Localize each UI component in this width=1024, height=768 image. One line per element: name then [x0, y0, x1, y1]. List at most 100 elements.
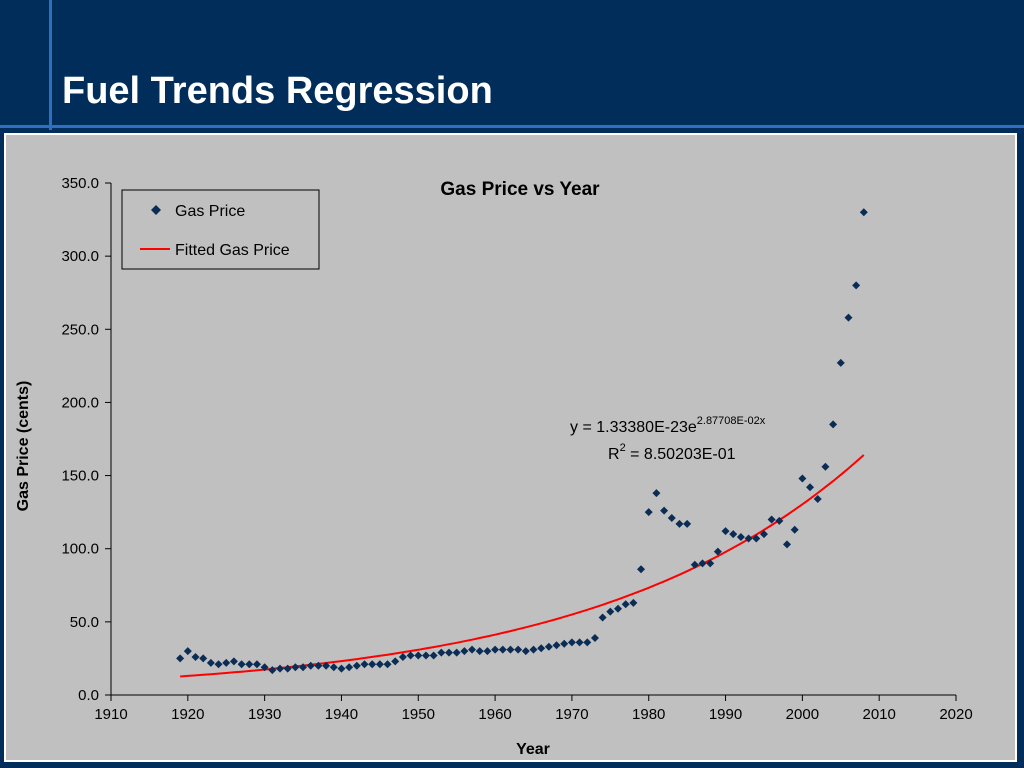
gas-price-point: [683, 519, 692, 528]
gas-price-point: [222, 658, 231, 667]
x-tick-label: 1970: [555, 706, 588, 723]
gas-price-point: [475, 647, 484, 656]
gas-price-point: [529, 645, 538, 654]
y-tick-label: 200.0: [61, 394, 99, 411]
axes: 1910 1920 1930 1940 1950 1960 1970 1980 1990 2000…: [61, 175, 972, 723]
gas-price-point: [276, 664, 284, 673]
x-tick-label: 2020: [939, 706, 972, 723]
gas-price-point: [383, 660, 392, 669]
accent-horizontal-line: [0, 125, 1024, 128]
gas-price-point: [675, 519, 684, 528]
gas-price-point: [268, 666, 277, 675]
y-tick-label: 0.0: [78, 687, 99, 704]
equation-exponent: 2.87708E-02x: [697, 415, 766, 427]
data-points: [176, 208, 868, 675]
y-axis-label: Gas Price (cents): [15, 381, 32, 512]
y-tick-label: 350.0: [61, 175, 99, 192]
gas-price-point: [759, 530, 768, 539]
gas-price-point: [721, 527, 730, 536]
gas-price-point: [514, 645, 523, 654]
gas-price-point: [744, 534, 753, 543]
gas-price-point: [567, 638, 576, 647]
gas-price-point: [322, 661, 331, 670]
gas-price-point: [660, 506, 669, 515]
gas-price-point: [852, 281, 861, 290]
gas-price-point: [821, 462, 830, 471]
gas-price-point: [844, 313, 853, 322]
y-tick-label: 100.0: [61, 541, 99, 558]
gas-price-point: [406, 651, 415, 660]
gas-price-point: [237, 660, 246, 669]
gas-price-point: [836, 358, 845, 367]
r-squared: R2 = 8.50203E-01: [608, 442, 736, 463]
gas-price-point: [498, 645, 507, 654]
gas-price-point: [506, 645, 515, 654]
x-tick-label: 1910: [94, 706, 127, 723]
gas-price-point: [375, 660, 384, 669]
gas-price-point: [398, 652, 407, 661]
gas-price-point: [706, 559, 715, 568]
gas-price-point: [306, 661, 315, 670]
gas-price-point: [191, 652, 200, 661]
chart-title: Gas Price vs Year: [440, 179, 600, 200]
gas-price-point: [329, 663, 338, 672]
x-tick-label: 1930: [248, 706, 281, 723]
gas-price-point: [698, 559, 707, 568]
accent-vertical-line: [49, 0, 52, 130]
r2-sup: 2: [620, 442, 626, 454]
gas-price-point: [314, 661, 323, 670]
gas-price-point: [560, 639, 569, 648]
gas-price-point: [291, 663, 300, 672]
gas-price-point: [606, 607, 615, 616]
legend-label-gas-price: Gas Price: [175, 203, 245, 220]
slide-title: Fuel Trends Regression: [62, 70, 493, 112]
x-tick-label: 1940: [325, 706, 358, 723]
gas-price-point: [460, 647, 469, 656]
gas-price-point: [537, 644, 546, 653]
gas-price-point: [345, 663, 354, 672]
x-tick-label: 1960: [478, 706, 511, 723]
regression-equation: y = 1.33380E-23e2.87708E-02x: [570, 415, 766, 436]
gas-price-point: [245, 660, 254, 669]
gas-price-point: [176, 654, 185, 663]
x-axis-label: Year: [516, 741, 550, 758]
gas-price-point: [229, 657, 238, 666]
gas-price-point: [544, 642, 553, 651]
gas-price-point: [352, 661, 361, 670]
gas-price-point: [483, 647, 492, 656]
gas-price-point: [437, 648, 446, 657]
gas-price-point: [368, 660, 377, 669]
y-tick-label: 250.0: [61, 321, 99, 338]
gas-price-point: [283, 664, 292, 673]
gas-price-point: [199, 654, 208, 663]
x-tick-label: 1950: [402, 706, 435, 723]
gas-price-point: [713, 547, 722, 556]
gas-price-point: [652, 489, 661, 498]
legend-label-fitted: Fitted Gas Price: [175, 242, 290, 259]
gas-price-point: [491, 645, 500, 654]
gas-price-point: [667, 513, 676, 522]
chart-area: Gas Price vs Year Year Gas Price (cents)…: [4, 133, 1017, 762]
x-tick-label: 1990: [709, 706, 742, 723]
gas-price-point: [452, 648, 461, 657]
y-tick-label: 150.0: [61, 468, 99, 485]
gas-price-point: [859, 208, 868, 217]
gas-price-point: [414, 651, 423, 660]
gas-price-point: [813, 494, 822, 503]
gas-price-point: [575, 638, 584, 647]
gas-price-point: [252, 660, 261, 669]
gas-price-point: [637, 565, 646, 574]
gas-price-point: [183, 647, 192, 656]
r2-prefix: R: [608, 446, 620, 463]
x-tick-label: 2000: [786, 706, 819, 723]
gas-price-point: [429, 651, 438, 660]
fitted-gas-price-line: [180, 454, 865, 678]
gas-price-chart: Gas Price vs Year Year Gas Price (cents)…: [15, 175, 973, 758]
gas-price-point: [775, 516, 784, 525]
gas-price-point: [790, 525, 799, 534]
gas-price-point: [590, 633, 599, 642]
gas-price-point: [337, 664, 346, 673]
gas-price-point: [391, 657, 400, 666]
gas-price-point: [629, 598, 638, 607]
x-tick-label: 1980: [632, 706, 665, 723]
